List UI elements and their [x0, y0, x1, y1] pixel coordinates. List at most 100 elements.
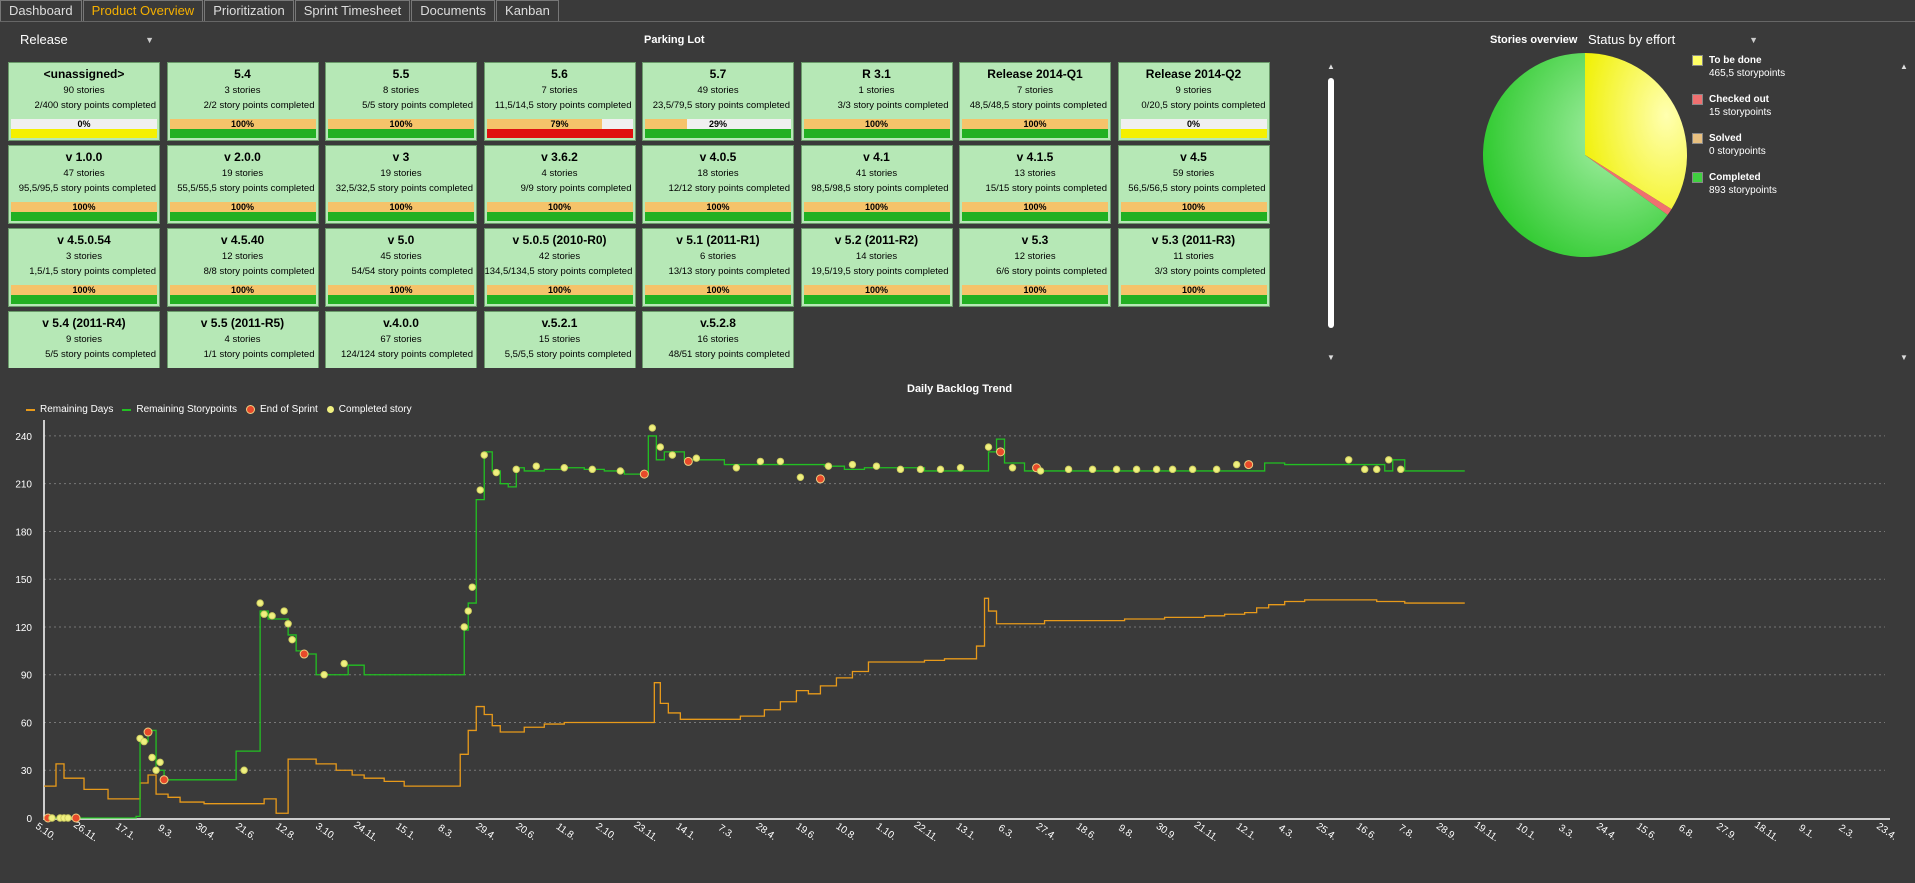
x-tick-label: 21.6. [233, 821, 258, 843]
y-tick-label: 150 [15, 575, 32, 586]
release-card[interactable]: v 5.3 (2011-R3) 11 stories 3/3 story poi… [1117, 228, 1270, 307]
completed-story-marker [140, 737, 148, 746]
end-of-sprint-marker [815, 474, 825, 484]
pie-slice-checked-out [1585, 155, 1672, 215]
progress-percent: 100% [389, 202, 413, 212]
story-count: 41 stories [855, 168, 898, 179]
x-tick-label: 27.4. [1034, 821, 1059, 843]
story-points: 56,5/56,5 story points completed [1128, 183, 1266, 194]
release-card[interactable]: 5.4 3 stories 2/2 story points completed… [166, 62, 319, 141]
end-of-sprint-marker [159, 775, 169, 785]
release-card[interactable]: 5.6 7 stories 11,5/14,5 story points com… [483, 62, 636, 141]
release-card[interactable]: v 4.5.40 12 stories 8/8 story points com… [166, 228, 319, 307]
progress-percent: 100% [1023, 285, 1047, 295]
progress-bar: 100% [486, 285, 633, 295]
completed-story-marker [480, 451, 488, 459]
release-card[interactable]: v 1.0.0 47 stories 95,5/95,5 story point… [8, 145, 160, 224]
release-select[interactable]: Release ▼ [12, 30, 160, 50]
status-strip [962, 129, 1108, 138]
x-tick-label: 3.10. [313, 821, 338, 843]
release-card[interactable]: v 5.4 (2011-R4) 9 stories 5/5 story poin… [8, 311, 160, 368]
release-card[interactable]: v 4.5 59 stories 56,5/56,5 story points … [1117, 145, 1270, 224]
release-card[interactable]: v 5.3 12 stories 6/6 story points comple… [959, 228, 1111, 307]
story-points: 11,5/14,5 story points completed [494, 100, 632, 111]
story-points: 55,5/55,5 story points completed [177, 183, 315, 194]
release-card[interactable]: v 5.5 (2011-R5) 4 stories 1/1 story poin… [166, 311, 319, 368]
x-tick-label: 28.4. [754, 821, 779, 843]
completed-story-marker [464, 607, 472, 615]
release-card[interactable]: v 4.0.5 18 stories 12/12 story points co… [642, 145, 794, 224]
release-card[interactable]: v 5.2 (2011-R2) 14 stories 19,5/19,5 sto… [800, 228, 953, 307]
status-strip [486, 129, 633, 138]
status-strip [11, 212, 157, 221]
release-card[interactable]: R 3.1 1 stories 3/3 story points complet… [800, 62, 953, 141]
release-name: v 5.1 (2011-R1) [676, 233, 760, 247]
progress-percent: 100% [864, 119, 889, 129]
overview-select[interactable]: Status by effort ▼ [1580, 30, 1764, 50]
story-count: 90 stories [63, 85, 105, 96]
release-name: v 5.0.5 (2010-R0) [512, 233, 607, 247]
release-card[interactable]: v 5.0 45 stories 54/54 story points comp… [325, 228, 477, 307]
story-count: 7 stories [541, 85, 578, 96]
status-strip [803, 129, 950, 138]
tab-sprint-timesheet[interactable]: Sprint Timesheet [294, 0, 411, 21]
completed-story-marker [1152, 465, 1161, 474]
release-card[interactable]: 5.7 49 stories 23,5/79,5 story points co… [642, 62, 794, 141]
end-of-sprint-marker [299, 649, 309, 659]
completed-story-marker [1232, 460, 1241, 469]
x-tick-label: 14.1. [674, 821, 699, 843]
release-card[interactable]: Release 2014-Q2 9 stories 0/20,5 story p… [1117, 62, 1270, 141]
tab-kanban[interactable]: Kanban [496, 0, 559, 21]
story-count: 16 stories [697, 334, 739, 345]
tab-prioritization[interactable]: Prioritization [204, 0, 294, 21]
progress-percent: 79% [550, 119, 569, 129]
line-swatch-icon [26, 408, 35, 411]
progress-bar: 100% [11, 202, 157, 212]
release-card[interactable]: <unassigned> 90 stories 2/400 story poin… [8, 62, 160, 141]
completed-story-marker [588, 465, 596, 474]
release-card[interactable]: v 4.1.5 13 stories 15/15 story points co… [959, 145, 1111, 224]
x-tick-label: 6.8. [1676, 823, 1696, 842]
release-name: v 4.5 [1180, 150, 1207, 164]
release-card[interactable]: v 5.0.5 (2010-R0) 42 stories 134,5/134,5… [483, 228, 636, 307]
story-points: 15/15 story points completed [985, 183, 1107, 194]
release-card[interactable]: v 3.6.2 4 stories 9/9 story points compl… [483, 145, 636, 224]
tab-documents[interactable]: Documents [411, 0, 496, 21]
completed-story-marker [796, 473, 805, 482]
story-count: 8 stories [383, 85, 419, 96]
release-card[interactable]: Release 2014-Q1 7 stories 48,5/48,5 stor… [959, 62, 1111, 141]
release-card[interactable]: v 2.0.0 19 stories 55,5/55,5 story point… [166, 145, 319, 224]
legend-label: To be done [1709, 55, 1762, 66]
status-strip [486, 295, 633, 304]
progress-percent: 100% [1023, 202, 1047, 212]
x-tick-label: 9.1. [1796, 823, 1816, 842]
release-card[interactable]: v.5.2.8 16 stories 48/51 story points co… [642, 311, 794, 368]
scroll-down-icon[interactable]: ▼ [1327, 353, 1335, 362]
release-card[interactable]: v 5.1 (2011-R1) 6 stories 13/13 story po… [642, 228, 794, 307]
progress-bar: 100% [645, 285, 791, 295]
progress-fill [962, 285, 1108, 295]
parking-lot-scrollbar[interactable] [1328, 78, 1334, 328]
completed-story-marker [984, 443, 993, 451]
release-card[interactable]: 5.5 8 stories 5/5 story points completed… [325, 62, 477, 141]
scroll-up-icon-right[interactable]: ▲ [1900, 62, 1908, 71]
x-tick-label: 3.3. [1556, 823, 1576, 842]
release-card[interactable]: v.5.2.1 15 stories 5,5/5,5 story points … [483, 311, 636, 368]
y-tick-label: 120 [15, 623, 32, 634]
release-card[interactable]: v 4.5.0.54 3 stories 1,5/1,5 story point… [8, 228, 160, 307]
release-card[interactable]: v 3 19 stories 32,5/32,5 story points co… [325, 145, 477, 224]
x-tick-label: 19.6. [794, 821, 819, 843]
story-points: 48/51 story points completed [668, 349, 790, 360]
progress-bar: 0% [1120, 119, 1267, 129]
status-strip [169, 212, 316, 221]
tab-dashboard[interactable]: Dashboard [0, 0, 82, 21]
progress-fill [328, 285, 474, 295]
scroll-down-icon-right[interactable]: ▼ [1900, 353, 1908, 362]
x-tick-label: 10.8. [834, 821, 859, 843]
release-card[interactable]: v.4.0.0 67 stories 124/124 story points … [325, 311, 477, 368]
scroll-up-icon[interactable]: ▲ [1327, 62, 1335, 71]
release-card[interactable]: v 4.1 41 stories 98,5/98,5 story points … [800, 145, 953, 224]
tab-product-overview[interactable]: Product Overview [82, 0, 204, 21]
x-tick-label: 30.4. [193, 821, 218, 843]
parking-lot-grid: <unassigned> 90 stories 2/400 story poin… [8, 62, 1270, 368]
